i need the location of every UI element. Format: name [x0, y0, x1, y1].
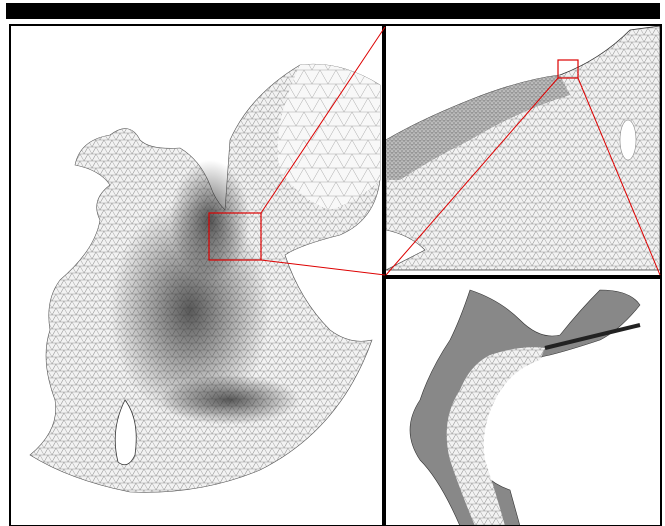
top-bar	[6, 3, 660, 19]
figure	[0, 0, 665, 526]
detail-map	[386, 279, 660, 526]
zoom-map	[386, 26, 660, 275]
refined-zone	[170, 160, 250, 280]
refined-zone	[160, 375, 300, 425]
